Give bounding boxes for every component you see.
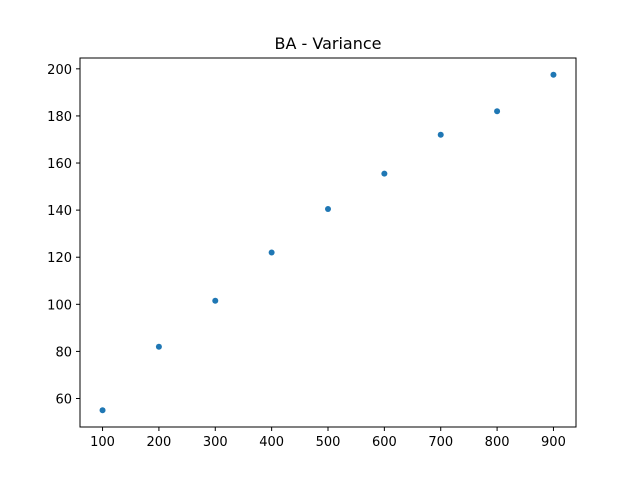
x-tick-label: 100 <box>90 435 115 450</box>
data-point <box>99 407 106 414</box>
chart-title: BA - Variance <box>275 34 382 53</box>
data-point <box>155 343 162 350</box>
data-point <box>268 249 275 256</box>
x-tick-label: 700 <box>428 435 453 450</box>
data-point <box>212 297 219 304</box>
data-point <box>437 131 444 138</box>
x-tick-label: 400 <box>259 435 284 450</box>
x-tick-label: 500 <box>316 435 341 450</box>
y-tick-label: 60 <box>55 393 72 408</box>
x-axis: 100 200 300 400 500 600 700 800 900 <box>90 427 566 450</box>
y-tick-label: 80 <box>55 345 72 360</box>
data-point <box>381 170 388 177</box>
x-tick-label: 800 <box>485 435 510 450</box>
data-point <box>494 108 501 115</box>
x-tick-label: 900 <box>541 435 566 450</box>
y-tick-label: 140 <box>47 204 72 219</box>
data-points <box>99 71 557 414</box>
x-tick-label: 600 <box>372 435 397 450</box>
y-tick-label: 120 <box>47 251 72 266</box>
data-point <box>550 71 557 78</box>
y-tick-label: 200 <box>47 63 72 78</box>
y-tick-label: 180 <box>47 110 72 125</box>
y-axis: 60 80 100 120 140 160 180 200 <box>47 63 80 408</box>
y-tick-label: 160 <box>47 157 72 172</box>
data-point <box>325 205 331 212</box>
x-tick-label: 200 <box>146 435 171 450</box>
y-tick-label: 100 <box>47 298 72 313</box>
x-tick-label: 300 <box>203 435 228 450</box>
plot-area <box>79 57 577 428</box>
